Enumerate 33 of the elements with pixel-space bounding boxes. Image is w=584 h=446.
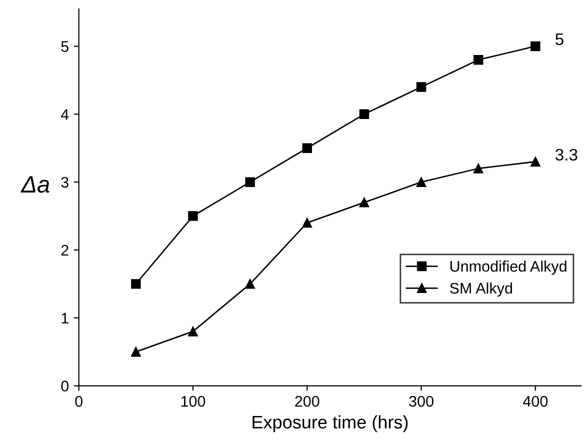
x-tick-label: 400 <box>523 396 548 407</box>
point <box>473 164 484 174</box>
y-tick-label: 1 <box>62 312 68 324</box>
y-tick-label: 5 <box>61 41 68 52</box>
point <box>188 326 198 336</box>
point <box>416 82 426 92</box>
legend-label: Unmodified Alkyd <box>450 260 566 275</box>
point <box>302 218 312 228</box>
point <box>359 198 370 208</box>
x-tick-label: 100 <box>181 396 206 407</box>
point <box>530 156 540 167</box>
y-tick-label: 2 <box>61 244 68 256</box>
x-tick-label: 300 <box>409 396 434 407</box>
point <box>359 109 370 120</box>
point <box>131 346 141 357</box>
y-axis-title: Δa <box>20 176 50 193</box>
x-tick-label: 200 <box>295 396 320 407</box>
annotation: 5 <box>556 34 564 46</box>
point <box>416 177 426 187</box>
y-tick-label: 4 <box>60 109 69 120</box>
point <box>245 279 255 289</box>
point <box>188 211 198 221</box>
annotation: 3.3 <box>556 148 578 161</box>
point <box>131 279 141 289</box>
point <box>530 41 540 52</box>
y-tick-label: 0 <box>61 380 69 392</box>
x-axis-title: Exposure time (hrs) <box>252 415 408 432</box>
point <box>245 177 255 187</box>
legend-label: SM Alkyd <box>450 282 512 297</box>
x-tick-label: 0 <box>75 396 82 407</box>
y-tick-label: 3 <box>61 176 68 188</box>
point <box>302 143 312 153</box>
point <box>473 54 484 65</box>
